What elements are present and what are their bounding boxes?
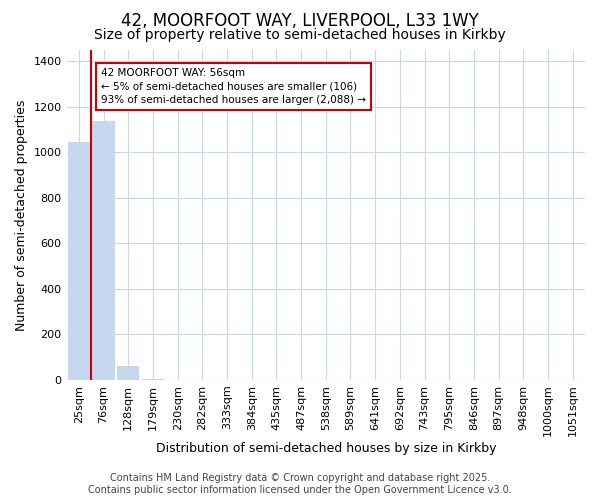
Bar	[68, 142, 90, 380]
X-axis label: Distribution of semi-detached houses by size in Kirkby: Distribution of semi-detached houses by …	[155, 442, 496, 455]
Text: 42, MOORFOOT WAY, LIVERPOOL, L33 1WY: 42, MOORFOOT WAY, LIVERPOOL, L33 1WY	[121, 12, 479, 30]
Text: 42 MOORFOOT WAY: 56sqm
← 5% of semi-detached houses are smaller (106)
93% of sem: 42 MOORFOOT WAY: 56sqm ← 5% of semi-deta…	[101, 68, 366, 104]
Text: Contains HM Land Registry data © Crown copyright and database right 2025.
Contai: Contains HM Land Registry data © Crown c…	[88, 474, 512, 495]
Text: Size of property relative to semi-detached houses in Kirkby: Size of property relative to semi-detach…	[94, 28, 506, 42]
Bar	[117, 366, 139, 380]
Bar	[92, 120, 115, 380]
Y-axis label: Number of semi-detached properties: Number of semi-detached properties	[15, 99, 28, 330]
